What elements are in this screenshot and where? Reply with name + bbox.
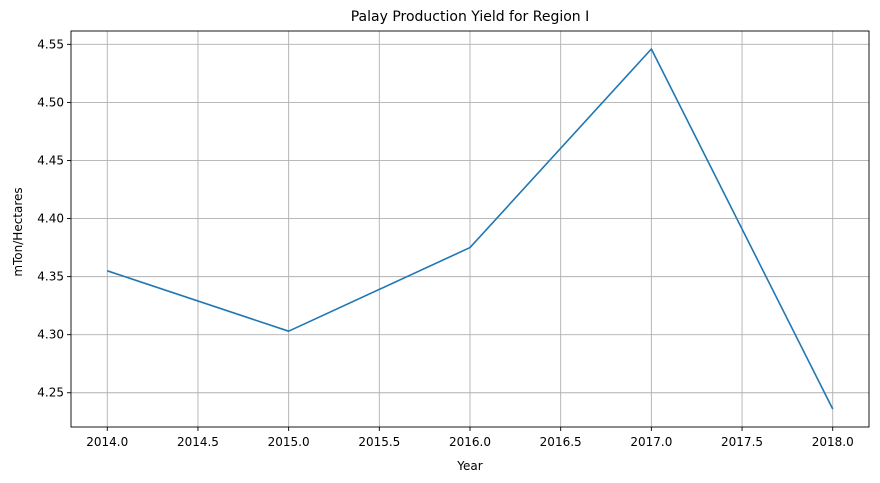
chart-title: Palay Production Yield for Region I [351, 9, 590, 25]
y-axis-label: mTon/Hectares [11, 187, 25, 276]
x-tick-label: 2014.5 [177, 435, 219, 449]
x-tick-label: 2015.5 [358, 435, 400, 449]
y-tick-label: 4.50 [37, 95, 64, 109]
y-tick-label: 4.40 [37, 212, 64, 226]
x-tick-label: 2016.0 [449, 435, 491, 449]
x-tick-label: 2014.0 [86, 435, 128, 449]
y-tick-label: 4.25 [37, 386, 64, 400]
x-tick-label: 2018.0 [812, 435, 854, 449]
x-tick-label: 2016.5 [540, 435, 582, 449]
y-tick-label: 4.45 [37, 153, 64, 167]
y-axis: 4.25 4.30 4.35 4.40 4.45 4.50 4.55 [37, 37, 71, 400]
y-tick-label: 4.35 [37, 270, 64, 284]
grid [71, 31, 869, 427]
x-tick-label: 2017.0 [630, 435, 672, 449]
y-tick-label: 4.30 [37, 328, 64, 342]
x-axis: 2014.0 2014.5 2015.0 2015.5 2016.0 2016.5 2017… [86, 427, 854, 449]
x-axis-label: Year [456, 459, 482, 473]
y-tick-label: 4.55 [37, 37, 64, 51]
x-tick-label: 2015.0 [268, 435, 310, 449]
series-group [107, 48, 834, 410]
x-tick-label: 2017.5 [721, 435, 763, 449]
